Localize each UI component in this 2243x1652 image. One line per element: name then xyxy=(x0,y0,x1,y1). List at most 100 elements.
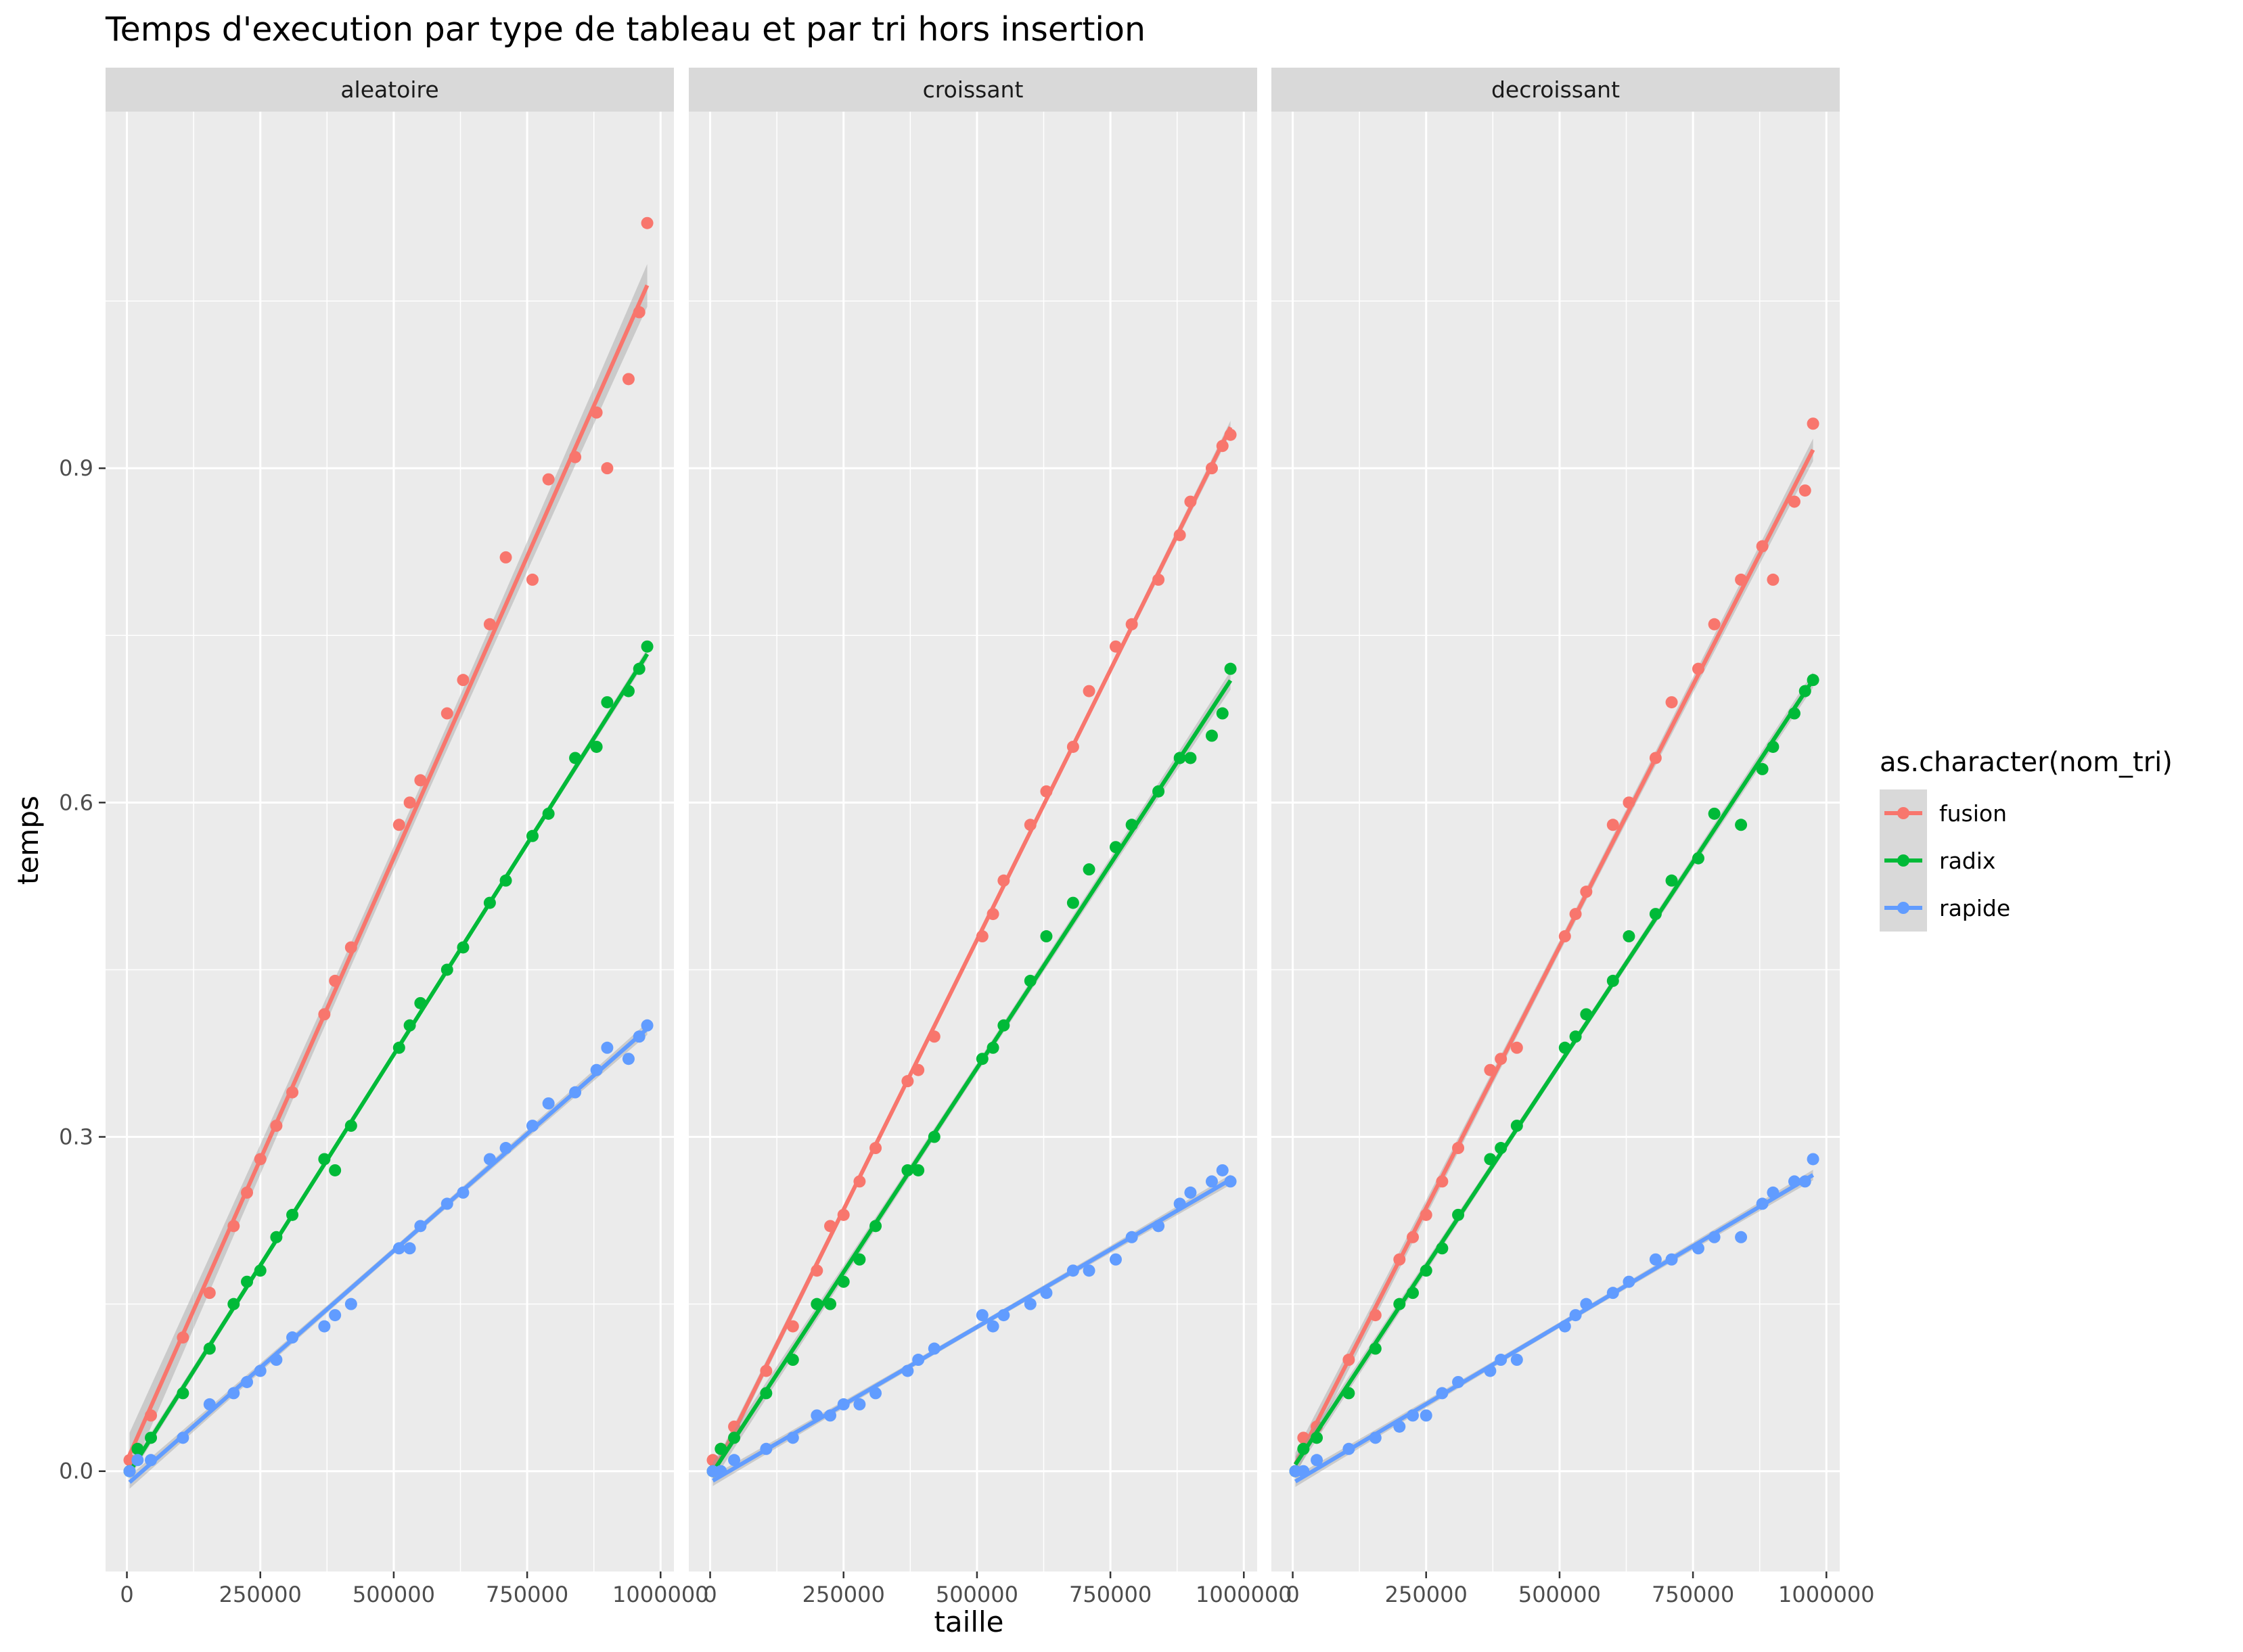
point-rapide xyxy=(928,1342,941,1355)
point-radix xyxy=(414,996,427,1009)
point-fusion xyxy=(1623,796,1635,809)
point-rapide xyxy=(601,1041,614,1054)
point-rapide xyxy=(1205,1175,1218,1188)
point-fusion xyxy=(329,974,342,987)
point-rapide xyxy=(1184,1186,1197,1199)
point-rapide xyxy=(203,1398,216,1410)
point-rapide xyxy=(987,1320,999,1333)
point-rapide xyxy=(760,1442,773,1455)
point-rapide xyxy=(440,1197,453,1210)
fit-line-radix xyxy=(710,679,1233,1473)
point-fusion xyxy=(1152,573,1165,586)
point-rapide xyxy=(1580,1298,1593,1310)
point-radix xyxy=(1452,1208,1465,1221)
point-fusion xyxy=(1580,886,1593,898)
point-radix xyxy=(203,1342,216,1355)
fit-line-radix xyxy=(1293,679,1815,1466)
point-radix xyxy=(286,1208,299,1221)
point-fusion xyxy=(1369,1309,1382,1322)
point-radix xyxy=(483,896,496,909)
point-rapide xyxy=(483,1153,496,1166)
point-rapide xyxy=(869,1387,882,1400)
y-tick-label: 0.9 xyxy=(59,455,93,481)
point-fusion xyxy=(760,1364,773,1377)
point-fusion xyxy=(633,306,645,319)
point-radix xyxy=(1125,819,1138,831)
point-fusion xyxy=(1756,540,1769,553)
x-tick-label: 0 xyxy=(703,1582,717,1607)
point-radix xyxy=(1708,807,1721,820)
point-fusion xyxy=(1665,696,1678,709)
point-rapide xyxy=(286,1331,299,1344)
point-fusion xyxy=(414,774,427,787)
legend-label: radix xyxy=(1939,848,1995,874)
point-fusion xyxy=(1452,1142,1465,1155)
chart-title: Temps d'execution par type de tableau et… xyxy=(105,10,1146,49)
point-radix xyxy=(457,941,470,954)
fit-line-radix xyxy=(127,653,650,1473)
point-fusion xyxy=(440,707,453,720)
point-radix xyxy=(1484,1153,1497,1166)
point-radix xyxy=(997,1019,1010,1032)
point-rapide xyxy=(1369,1431,1382,1444)
point-radix xyxy=(853,1253,866,1266)
point-rapide xyxy=(641,1019,654,1032)
point-rapide xyxy=(1692,1242,1704,1255)
point-fusion xyxy=(853,1175,866,1188)
point-fusion xyxy=(1436,1175,1449,1188)
point-rapide xyxy=(1024,1298,1037,1310)
fit-line-fusion xyxy=(127,284,650,1456)
point-radix xyxy=(1623,930,1635,943)
point-radix xyxy=(869,1220,882,1233)
point-rapide xyxy=(622,1053,635,1065)
point-radix xyxy=(542,807,555,820)
point-fusion xyxy=(457,674,470,687)
point-rapide xyxy=(1569,1309,1582,1322)
point-radix xyxy=(1788,707,1800,720)
fit-line-fusion xyxy=(1293,449,1815,1465)
point-fusion xyxy=(1569,908,1582,921)
point-radix xyxy=(526,829,539,842)
point-rapide xyxy=(1125,1231,1138,1243)
point-fusion xyxy=(318,1008,331,1021)
strip-aleatoire xyxy=(106,68,674,112)
point-radix xyxy=(633,662,645,675)
point-radix xyxy=(499,874,512,887)
point-radix xyxy=(254,1264,267,1277)
point-fusion xyxy=(542,473,555,486)
point-radix xyxy=(601,696,614,709)
point-radix xyxy=(177,1387,189,1400)
point-fusion xyxy=(1083,685,1095,697)
point-radix xyxy=(329,1164,342,1176)
legend-item-fusion: fusion xyxy=(1880,789,2007,837)
x-axis-title: taille xyxy=(934,1605,1003,1638)
point-radix xyxy=(1152,785,1165,798)
point-radix xyxy=(1665,874,1678,887)
point-fusion xyxy=(1184,495,1197,508)
point-radix xyxy=(837,1275,850,1288)
point-fusion xyxy=(987,908,999,921)
point-radix xyxy=(403,1019,416,1032)
point-fusion xyxy=(1420,1208,1432,1221)
point-fusion xyxy=(1484,1063,1497,1076)
x-tick-label: 750000 xyxy=(1652,1582,1734,1607)
point-radix xyxy=(1495,1142,1508,1155)
point-rapide xyxy=(1649,1253,1662,1266)
point-radix xyxy=(641,640,654,653)
point-radix xyxy=(344,1120,357,1132)
point-fusion xyxy=(1798,484,1811,497)
point-radix xyxy=(622,685,635,697)
point-fusion xyxy=(622,373,635,386)
point-radix xyxy=(1649,908,1662,921)
x-tick-label: 250000 xyxy=(1385,1582,1468,1607)
point-rapide xyxy=(1420,1409,1432,1422)
point-rapide xyxy=(403,1242,416,1255)
point-fusion xyxy=(1393,1253,1406,1266)
strip-label: aleatoire xyxy=(340,76,438,103)
point-rapide xyxy=(1606,1287,1619,1300)
point-rapide xyxy=(318,1320,331,1333)
x-tick-label: 500000 xyxy=(936,1582,1018,1607)
x-tick-label: 500000 xyxy=(353,1582,435,1607)
point-radix xyxy=(1606,974,1619,987)
point-rapide xyxy=(499,1142,512,1155)
